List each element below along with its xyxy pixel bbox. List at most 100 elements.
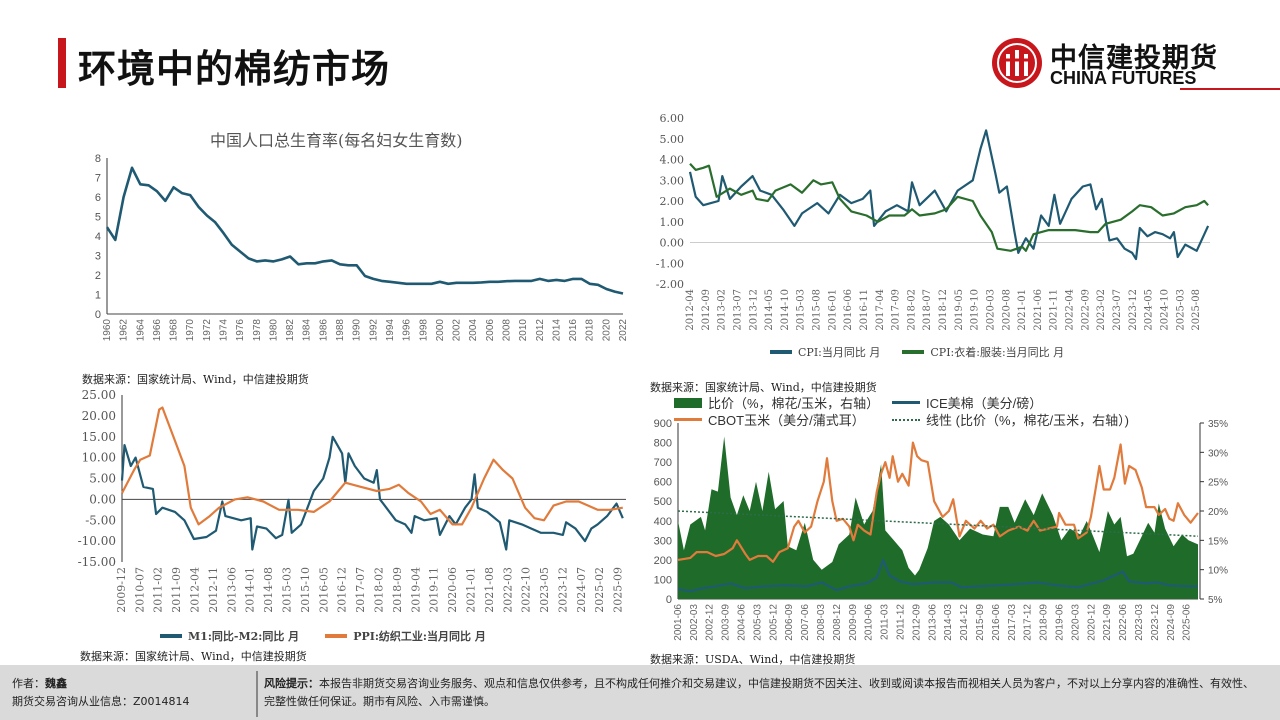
legend-swatch-corn [674,418,702,421]
y-tick-label: 800 [654,438,672,450]
y-tick-label: 500 [654,496,672,508]
x-tick-label: 2014-03 [943,604,954,641]
x-tick-label: 1972 [202,319,213,342]
legend-label-ppi: PPI:纺织工业:当月同比 月 [353,630,486,643]
legend-label-ratio: 比价（%，棉花/玉米，右轴） [708,396,880,411]
x-tick-label: 2009-12 [115,567,128,613]
x-tick-label: 1992 [368,319,379,342]
legend-label-trend: 线性 (比价（%，棉花/玉米，右轴）) [926,413,1129,428]
title-accent-bar [58,38,66,88]
x-tick-label: 2012-09 [911,604,922,641]
x-tick-label: 2024-07 [575,567,588,613]
chart-m1m2-source: 数据来源：国家统计局、Wind，中信建投期货 [80,650,307,663]
x-tick-label: 1970 [185,319,196,342]
y-tick-label: 8 [95,153,101,165]
chart-cpi-source: 数据来源：国家统计局、Wind，中信建投期货 [650,381,877,394]
x-tick-label: 2011-12 [896,604,907,640]
y-tick-label: 2 [95,270,101,282]
line-fertility-0 [105,166,624,295]
y-tick-label: 200 [654,555,672,567]
x-tick-label: 1960 [102,319,113,342]
x-tick-label: 2014-12 [959,604,970,641]
x-tick-label: 2014-10 [780,289,791,331]
x-tick-label: 2014-01 [244,567,257,613]
y-tick-label: 900 [654,418,672,430]
x-tick-label: 2020-08 [1001,289,1012,331]
legend-label-m1m2: M1:同比-M2:同比 月 [188,630,300,643]
area-cotton_corn-ratio [678,436,1198,599]
risk-disclaimer: 风险提示：本报告非期货交易咨询业务服务、观点和信息仅供参考，且不构成任何推介和交… [264,675,1254,711]
y-tick-label: -10.00 [78,534,116,548]
chart-fertility-title: 中国人口总生育率(每名妇女生育数) [210,131,463,150]
x-tick-label: 2014-05 [764,289,775,331]
x-tick-label: 1968 [169,319,180,342]
x-tick-label: 2014 [551,319,562,342]
y-tick-label: 100 [654,574,672,586]
footer-divider [256,671,258,717]
x-tick-label: 2021-01 [464,567,477,613]
legend-item-cotton: ICE美棉（美分/磅） [892,393,1042,412]
y-tick-label: 6 [95,192,101,204]
x-tick-label: 2018-02 [372,567,385,613]
page-title: 环境中的棉纺市场 [78,47,391,91]
legend-swatch-ppi [325,634,348,638]
x-tick-label: 1980 [268,319,279,342]
x-tick-label: 2000 [435,319,446,342]
x-tick-label: 2010-06 [864,604,875,641]
chart-cpi-legend: CPI:当月同比 月 CPI:衣着:服装:当月同比 月 [770,344,1064,360]
y-tick-label: 0.00 [660,237,685,250]
x-tick-label: 2017-03 [1007,604,1018,641]
line-m1m2_ppi-0 [120,435,624,551]
x-tick-label: 2007-06 [800,604,811,641]
x-tick-label: 2025-03 [1175,289,1186,331]
y-tick-label: 0 [666,594,672,606]
x-tick-label: 1984 [302,319,313,342]
legend-label-apparel: CPI:衣着:服装:当月同比 月 [930,346,1065,359]
x-tick-label: 1966 [152,319,163,342]
x-tick-label: 2020-03 [1070,604,1081,641]
x-tick-label: 2012-11 [207,567,220,613]
y-tick-label: 400 [654,516,672,528]
x-tick-label: 2013-02 [717,289,728,331]
charts-canvas: 0 1 2 3 4 5 6 7 8 1960 1962 1964 1966 1968 1970 1972 197… [78,112,1229,641]
x-tick-label: 2017-09 [891,289,902,331]
line-cpi-0 [688,129,1210,261]
y-tick-label: 700 [654,457,672,469]
x-tick-label: 1994 [385,319,396,342]
y-tick-label: 3.00 [660,174,685,187]
x-tick-label: 2015-08 [812,289,823,331]
x-tick-label: 2017-04 [875,289,886,331]
x-tick-label: 2019-10 [970,289,981,331]
x-tick-label: 2019-11 [428,567,441,613]
x-tick-label: 2018-07 [922,289,933,331]
x-tick-label: 2004-06 [737,604,748,641]
x-tick-label: 2006 [485,319,496,342]
x-tick-label: 2023-12 [1150,604,1161,641]
y-tick-label: 3 [95,251,101,263]
x-tick-label: 2025-06 [1182,604,1193,641]
line-cotton_corn-2 [677,441,1199,563]
y-tick-label: 1 [95,290,101,302]
x-tick-label: 2023-07 [1112,289,1123,331]
line-cpi-1 [689,162,1209,252]
x-tick-label: 2025-09 [612,567,625,613]
x-tick-label: 2024-09 [1166,604,1177,641]
x-tick-label: 2025-02 [593,567,606,613]
x-tick-label: 2022 [618,319,629,342]
x-tick-label: 2022-04 [1065,289,1076,331]
x-tick-label: 2023-03 [1134,604,1145,641]
x-tick-label: 2017-12 [1023,604,1034,641]
y-right-tick-label: 25% [1208,478,1228,489]
x-tick-label: 2020-03 [985,289,996,331]
y-tick-label: 300 [654,535,672,547]
x-tick-label: 1996 [402,319,413,342]
header-divider [1180,88,1280,90]
trendline-cotton_corn [677,510,1199,537]
x-tick-label: 2022-09 [1080,289,1091,331]
x-tick-label: 1974 [219,319,230,342]
x-tick-label: 2021-08 [483,567,496,613]
y-tick-label: 25.00 [82,388,116,402]
x-tick-label: 2022-06 [1118,604,1129,641]
legend-label-corn: CBOT玉米（美分/蒲式耳） [708,413,865,428]
x-tick-label: 2010-07 [133,567,146,613]
